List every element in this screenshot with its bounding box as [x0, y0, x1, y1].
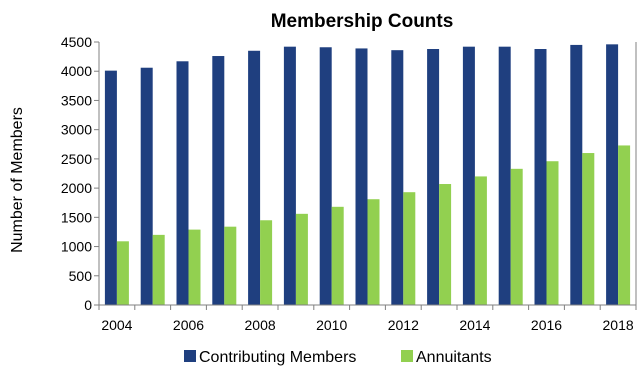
x-tick-label: 2010 — [316, 317, 347, 333]
bar-contributing-2005 — [140, 67, 153, 305]
x-tick-label: 2018 — [603, 317, 634, 333]
y-tick-label: 3500 — [61, 92, 92, 108]
bar-contributing-2014 — [462, 46, 475, 306]
bar-contributing-2016 — [534, 49, 547, 306]
bar-contributing-2009 — [283, 46, 296, 306]
bar-contributing-2008 — [248, 50, 261, 305]
y-ticks-group: 0 500 1000 1500 2000 2500 3000 3500 4000 4500 — [61, 34, 99, 313]
y-tick-label: 0 — [84, 297, 92, 313]
y-tick-label: 500 — [69, 268, 93, 284]
bar-annuitants-2004 — [116, 241, 129, 305]
bar-annuitants-2016 — [546, 161, 559, 305]
bar-annuitants-2009 — [295, 213, 308, 305]
bar-annuitants-2007 — [224, 226, 237, 305]
bar-contributing-2004 — [104, 70, 117, 305]
y-tick-label: 4500 — [61, 34, 92, 50]
x-tick-label: 2014 — [459, 317, 490, 333]
bar-contributing-2010 — [319, 47, 332, 305]
y-tick-label: 2500 — [61, 151, 92, 167]
bar-contributing-2012 — [391, 50, 404, 306]
legend-swatch-contributing — [184, 350, 196, 362]
bar-annuitants-2013 — [439, 184, 452, 305]
bar-annuitants-2014 — [474, 176, 487, 305]
bar-annuitants-2006 — [188, 229, 201, 305]
y-tick-label: 2000 — [61, 180, 92, 196]
bar-annuitants-2012 — [403, 192, 416, 305]
y-tick-label: 1000 — [61, 239, 92, 255]
y-axis-label: Number of Members — [9, 107, 26, 253]
x-ticks-group: 2004 2006 2008 2010 2012 2014 2016 2018 — [98, 305, 637, 333]
bar-annuitants-2010 — [331, 206, 344, 305]
bar-contributing-2011 — [355, 48, 368, 306]
bar-annuitants-2011 — [367, 199, 380, 305]
y-tick-label: 1500 — [61, 209, 92, 225]
x-tick-label: 2016 — [531, 317, 562, 333]
bar-contributing-2007 — [212, 56, 225, 305]
chart-title: Membership Counts — [271, 11, 454, 32]
bar-annuitants-2018 — [618, 145, 631, 305]
x-tick-label: 2008 — [245, 317, 276, 333]
bar-contributing-2006 — [176, 61, 189, 305]
legend: Contributing Members Annuitants — [184, 349, 492, 366]
x-tick-label: 2004 — [101, 317, 132, 333]
bar-annuitants-2005 — [152, 234, 165, 305]
bar-annuitants-2017 — [582, 153, 595, 305]
legend-label-annuitants: Annuitants — [416, 349, 492, 366]
bar-annuitants-2008 — [260, 220, 273, 305]
bar-contributing-2015 — [498, 46, 511, 306]
bar-contributing-2018 — [606, 44, 619, 306]
legend-label-contributing: Contributing Members — [199, 349, 356, 366]
y-tick-label: 4000 — [61, 63, 92, 79]
y-tick-label: 3000 — [61, 122, 92, 138]
bar-contributing-2017 — [570, 44, 583, 306]
bars-group — [104, 44, 631, 306]
bar-annuitants-2015 — [510, 168, 523, 305]
bar-contributing-2013 — [427, 49, 440, 306]
legend-swatch-annuitants — [401, 350, 413, 362]
x-tick-label: 2012 — [388, 317, 419, 333]
x-tick-label: 2006 — [173, 317, 204, 333]
